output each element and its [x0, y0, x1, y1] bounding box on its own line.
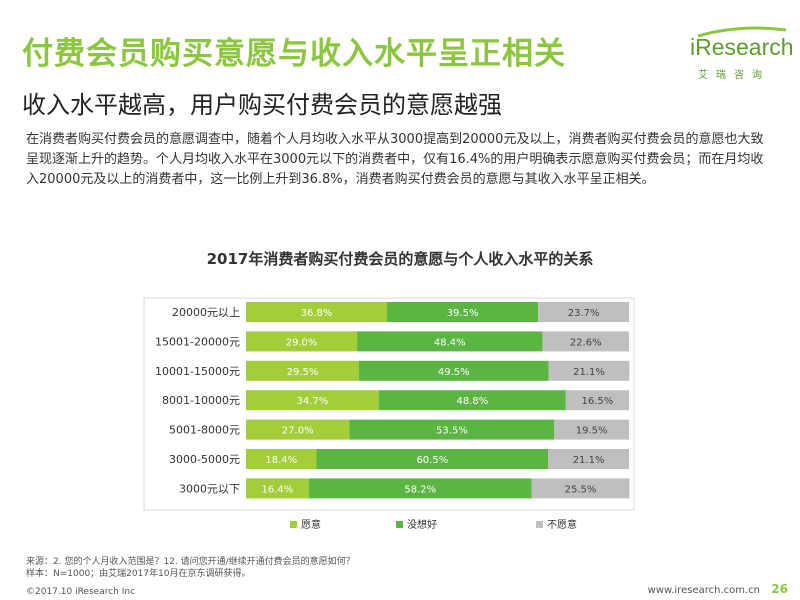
bar-segment — [357, 331, 543, 352]
category-label: 15001-20000元 — [155, 335, 240, 348]
data-label: 27.0% — [282, 426, 314, 437]
footer-url[interactable]: www.iresearch.com.cn — [647, 585, 760, 596]
data-label: 34.7% — [297, 396, 329, 407]
bar-segment — [246, 390, 379, 411]
data-label: 16.4% — [262, 484, 294, 495]
data-label: 16.5% — [582, 396, 614, 407]
data-label: 48.8% — [456, 396, 488, 407]
bar-segment — [378, 390, 566, 411]
bar-segment — [538, 302, 629, 322]
data-label: 49.5% — [438, 367, 470, 378]
legend-swatch — [290, 521, 297, 528]
iresearch-logo: iResearch 艾瑞咨询 — [690, 22, 794, 82]
page-subtitle: 收入水平越高，用户购买付费会员的意愿越强 — [22, 91, 502, 119]
data-label: 25.5% — [565, 484, 597, 495]
category-label: 3000-5000元 — [169, 453, 240, 466]
bar-segment — [554, 419, 629, 440]
copyright: ©2017.10 iResearch Inc — [26, 587, 136, 597]
bar-segment — [548, 360, 630, 381]
legend-label: 不愿意 — [547, 518, 577, 531]
data-label: 21.1% — [573, 455, 605, 466]
bar-segment — [246, 331, 358, 352]
bar-segment — [308, 478, 532, 499]
bar-segment — [358, 360, 549, 381]
data-label: 39.5% — [447, 308, 479, 319]
bar-segment — [386, 302, 539, 322]
bar-segment — [246, 419, 350, 440]
page-number: 26 — [771, 582, 788, 596]
legend-swatch — [536, 521, 543, 528]
bar-segment — [349, 419, 555, 440]
data-label: 23.7% — [568, 308, 600, 319]
data-label: 18.4% — [265, 455, 297, 466]
data-label: 29.0% — [286, 337, 318, 348]
legend-label: 没想好 — [407, 518, 437, 531]
chart-frame — [143, 297, 635, 511]
bar-segment — [246, 360, 359, 381]
bar-segment — [531, 478, 630, 499]
category-label: 5001-8000元 — [169, 424, 240, 437]
data-label: 36.8% — [301, 308, 333, 319]
bar-segment — [565, 390, 629, 411]
data-label: 48.4% — [434, 337, 466, 348]
category-label: 8001-10000元 — [162, 394, 240, 407]
source-note: 来源：2. 您的个人月收入范围是？12. 请问您开通/继续开通付费会员的意愿如何… — [26, 557, 355, 567]
data-label: 58.2% — [404, 484, 436, 495]
data-label: 22.6% — [570, 337, 602, 348]
sample-note: 样本：N=1000；由艾瑞2017年10月在京东调研获得。 — [26, 569, 251, 579]
bar-segment — [548, 449, 629, 469]
legend-label: 愿意 — [301, 518, 321, 531]
data-label: 60.5% — [416, 455, 448, 466]
stacked-bar-chart: 20000元以上 36.8% 39.5% 23.7% 15001-20000元 29.0%… — [143, 297, 635, 531]
category-label: 20000元以上 — [172, 306, 240, 319]
data-label: 29.5% — [287, 367, 319, 378]
chart-title: 2017年消费者购买付费会员的意愿与个人收入水平的关系 — [206, 250, 594, 268]
bar-segment — [246, 302, 387, 322]
category-label: 3000元以下 — [179, 482, 240, 495]
bar-segment — [542, 331, 629, 352]
category-label: 10001-15000元 — [155, 365, 240, 378]
bar-segment — [246, 478, 309, 499]
data-label: 21.1% — [573, 367, 605, 378]
logo-wordmark: iResearch — [690, 34, 794, 60]
page-title: 付费会员购买意愿与收入水平呈正相关 — [22, 36, 566, 72]
logo-swoosh-icon — [697, 26, 787, 38]
bar-segment — [316, 449, 549, 469]
legend-swatch — [396, 521, 403, 528]
bar-segment — [246, 449, 317, 469]
data-label: 19.5% — [576, 426, 608, 437]
data-label: 53.5% — [436, 426, 468, 437]
intro-paragraph: 在消费者购买付费会员的意愿调查中，随着个人月均收入水平从3000提高到20000… — [26, 132, 764, 187]
logo-subtext: 艾瑞咨询 — [698, 70, 770, 81]
